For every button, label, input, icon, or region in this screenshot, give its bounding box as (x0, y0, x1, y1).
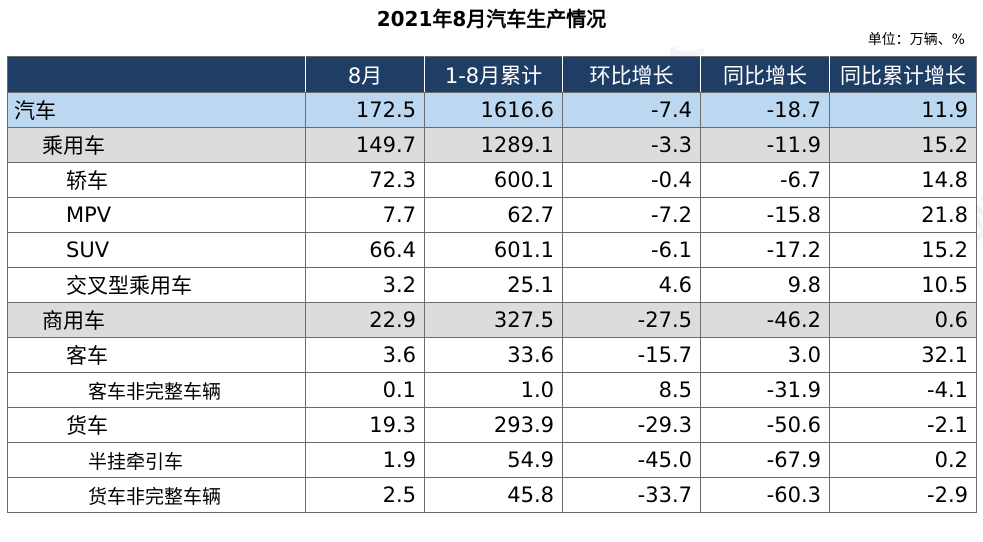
column-header: 8月 (305, 56, 425, 93)
table-cell: 4.6 (562, 267, 701, 303)
table-cell: 0.2 (829, 442, 977, 478)
table-cell: -0.4 (562, 162, 701, 198)
table-cell: 9.8 (700, 267, 830, 303)
table-cell: 7.7 (305, 197, 425, 233)
table-cell: 11.9 (829, 92, 977, 128)
row-label: 商用车 (7, 302, 306, 338)
row-label: 乘用车 (7, 127, 306, 163)
table-cell: 149.7 (305, 127, 425, 163)
table-cell: 66.4 (305, 232, 425, 268)
table-row: 半挂牵引车 1.9 54.9 -45.0 -67.9 0.2 (7, 442, 977, 478)
table-row: 轿车 72.3 600.1 -0.4 -6.7 14.8 (7, 162, 977, 198)
table-cell: -29.3 (562, 407, 701, 443)
table-cell: 62.7 (424, 197, 563, 233)
table-cell: 8.5 (562, 372, 701, 408)
row-label: 汽车 (7, 92, 306, 128)
table-cell: -31.9 (700, 372, 830, 408)
table-cell: -6.1 (562, 232, 701, 268)
table-row: 乘用车 149.7 1289.1 -3.3 -11.9 15.2 (7, 127, 977, 163)
table-cell: 1616.6 (424, 92, 563, 128)
table-cell: 2.5 (305, 477, 425, 513)
table-cell: -2.9 (829, 477, 977, 513)
row-label: 轿车 (7, 162, 306, 198)
row-label: 货车非完整车辆 (7, 477, 306, 513)
table-cell: 25.1 (424, 267, 563, 303)
table-row: MPV 7.7 62.7 -7.2 -15.8 21.8 (7, 197, 977, 233)
table-cell: 1289.1 (424, 127, 563, 163)
table-cell: 0.1 (305, 372, 425, 408)
column-header: 1-8月累计 (424, 56, 563, 93)
table-cell: -15.8 (700, 197, 830, 233)
table-cell: -11.9 (700, 127, 830, 163)
table-cell: -6.7 (700, 162, 830, 198)
table-header-row: 8月 1-8月累计 环比增长 同比增长 同比累计增长 (7, 56, 977, 93)
table-cell: -7.2 (562, 197, 701, 233)
table-cell: 19.3 (305, 407, 425, 443)
table-cell: 600.1 (424, 162, 563, 198)
table-cell: 32.1 (829, 337, 977, 373)
table-row: 客车 3.6 33.6 -15.7 3.0 32.1 (7, 337, 977, 373)
row-label: SUV (7, 232, 306, 268)
table-row: 交叉型乘用车 3.2 25.1 4.6 9.8 10.5 (7, 267, 977, 303)
row-label: 半挂牵引车 (7, 442, 306, 478)
table-cell: 22.9 (305, 302, 425, 338)
production-table: 8月 1-8月累计 环比增长 同比增长 同比累计增长 汽车 172.5 1616.6… (7, 56, 977, 513)
table-cell: -3.3 (562, 127, 701, 163)
table-cell: 15.2 (829, 127, 977, 163)
table-row: 货车 19.3 293.9 -29.3 -50.6 -2.1 (7, 407, 977, 443)
table-row: SUV 66.4 601.1 -6.1 -17.2 15.2 (7, 232, 977, 268)
table-cell: 72.3 (305, 162, 425, 198)
table-cell: -7.4 (562, 92, 701, 128)
table-cell: -4.1 (829, 372, 977, 408)
table-cell: -2.1 (829, 407, 977, 443)
table-row: 汽车 172.5 1616.6 -7.4 -18.7 11.9 (7, 92, 977, 128)
table-cell: 3.0 (700, 337, 830, 373)
table-cell: -17.2 (700, 232, 830, 268)
table-row: 商用车 22.9 327.5 -27.5 -46.2 0.6 (7, 302, 977, 338)
column-header: 同比增长 (700, 56, 830, 93)
row-label: 交叉型乘用车 (7, 267, 306, 303)
table-cell: 327.5 (424, 302, 563, 338)
table-cell: 14.8 (829, 162, 977, 198)
column-header: 同比累计增长 (829, 56, 977, 93)
row-label: 货车 (7, 407, 306, 443)
table-cell: 54.9 (424, 442, 563, 478)
table-cell: 45.8 (424, 477, 563, 513)
row-label: 客车 (7, 337, 306, 373)
table-cell: -60.3 (700, 477, 830, 513)
table-cell: 172.5 (305, 92, 425, 128)
page-title: 2021年8月汽车生产情况 (376, 7, 607, 31)
table-cell: -15.7 (562, 337, 701, 373)
table-row: 客车非完整车辆 0.1 1.0 8.5 -31.9 -4.1 (7, 372, 977, 408)
table-cell: -27.5 (562, 302, 701, 338)
table-cell: -18.7 (700, 92, 830, 128)
table-cell: 1.0 (424, 372, 563, 408)
table-cell: -46.2 (700, 302, 830, 338)
table-cell: 15.2 (829, 232, 977, 268)
table-cell: 1.9 (305, 442, 425, 478)
table-cell: 10.5 (829, 267, 977, 303)
column-header (7, 56, 306, 93)
table-cell: 3.6 (305, 337, 425, 373)
table-cell: 3.2 (305, 267, 425, 303)
table-cell: 601.1 (424, 232, 563, 268)
table-cell: 33.6 (424, 337, 563, 373)
table-cell: -45.0 (562, 442, 701, 478)
unit-label: 单位：万辆、% (867, 32, 965, 48)
table-cell: 0.6 (829, 302, 977, 338)
table-cell: 293.9 (424, 407, 563, 443)
table-cell: -67.9 (700, 442, 830, 478)
table-cell: 21.8 (829, 197, 977, 233)
table-cell: -33.7 (562, 477, 701, 513)
row-label: MPV (7, 197, 306, 233)
table-cell: -50.6 (700, 407, 830, 443)
column-header: 环比增长 (562, 56, 701, 93)
row-label: 客车非完整车辆 (7, 372, 306, 408)
table-row: 货车非完整车辆 2.5 45.8 -33.7 -60.3 -2.9 (7, 477, 977, 513)
